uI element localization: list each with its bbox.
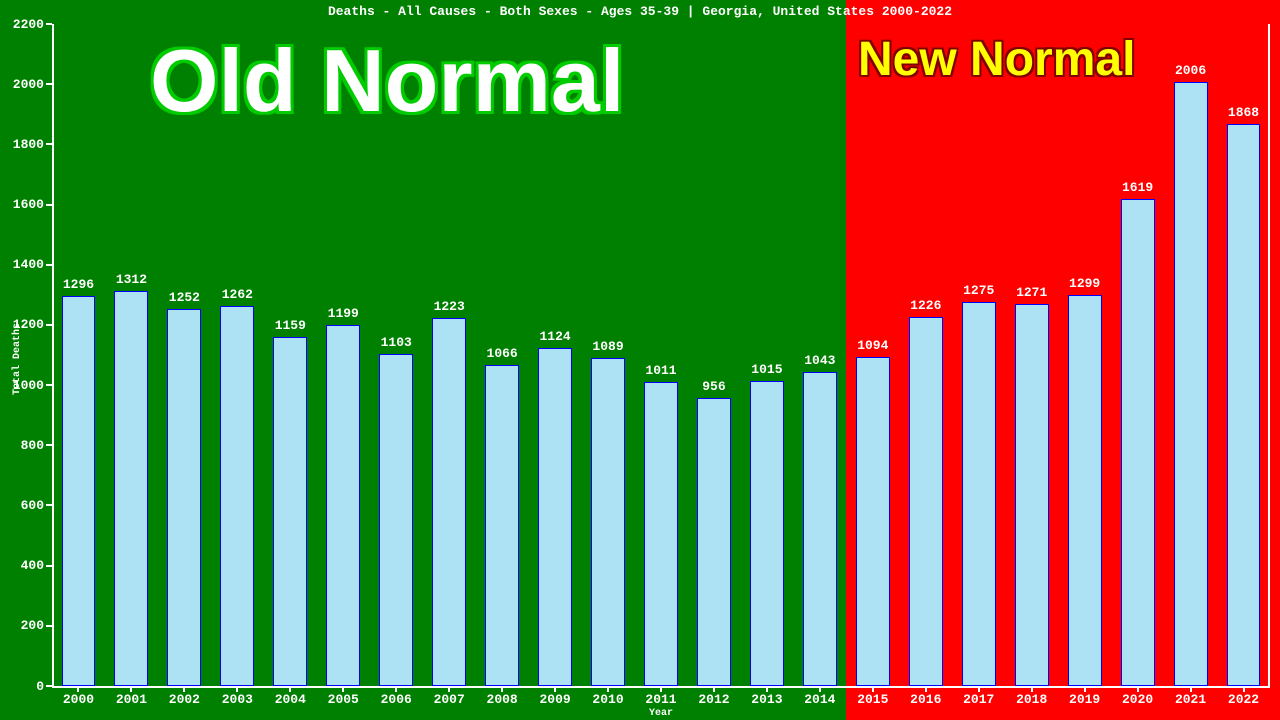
y-tick-mark (46, 204, 52, 206)
x-tick-label: 2006 (370, 692, 422, 707)
x-tick-label: 2013 (741, 692, 793, 707)
x-tick-label: 2016 (900, 692, 952, 707)
bar (856, 357, 890, 686)
y-tick-mark (46, 143, 52, 145)
x-tick-label: 2018 (1006, 692, 1058, 707)
bar (644, 382, 678, 686)
y-tick-label: 0 (36, 679, 44, 694)
bar (167, 309, 201, 686)
x-tick-label: 2000 (52, 692, 104, 707)
x-tick-label: 2014 (794, 692, 846, 707)
chart-title: Deaths - All Causes - Both Sexes - Ages … (0, 4, 1280, 19)
bar (62, 296, 96, 686)
bar-value-label: 1011 (631, 363, 691, 378)
bar-value-label: 1015 (737, 362, 797, 377)
bar-value-label: 1296 (48, 277, 108, 292)
bar-value-label: 2006 (1161, 63, 1221, 78)
bar (909, 317, 943, 686)
x-tick-label: 2003 (211, 692, 263, 707)
x-tick-label: 2011 (635, 692, 687, 707)
bar-value-label: 1252 (154, 290, 214, 305)
bar (538, 348, 572, 686)
x-tick-label: 2005 (317, 692, 369, 707)
y-tick-label: 600 (21, 498, 44, 513)
bar-value-label: 1299 (1055, 276, 1115, 291)
y-tick-label: 200 (21, 618, 44, 633)
bar-value-label: 1124 (525, 329, 585, 344)
bar-value-label: 1619 (1108, 180, 1168, 195)
bar (432, 318, 466, 686)
x-tick-label: 2008 (476, 692, 528, 707)
x-tick-label: 2007 (423, 692, 475, 707)
x-tick-label: 2020 (1112, 692, 1164, 707)
y-tick-label: 400 (21, 558, 44, 573)
y-axis-label: Total Deaths (12, 323, 23, 395)
y-tick-mark (46, 324, 52, 326)
bar (1068, 295, 1102, 686)
y-tick-mark (46, 384, 52, 386)
y-axis-left (52, 24, 54, 686)
y-tick-mark (46, 264, 52, 266)
x-tick-label: 2019 (1059, 692, 1111, 707)
bar (485, 365, 519, 686)
bar (1174, 82, 1208, 686)
x-tick-label: 2022 (1218, 692, 1270, 707)
bar-value-label: 1271 (1002, 285, 1062, 300)
bar (1015, 304, 1049, 686)
y-tick-mark (46, 83, 52, 85)
y-tick-mark (46, 625, 52, 627)
bar (1121, 199, 1155, 686)
x-tick-label: 2017 (953, 692, 1005, 707)
x-tick-label: 2021 (1165, 692, 1217, 707)
chart-canvas: Deaths - All Causes - Both Sexes - Ages … (0, 0, 1280, 720)
bar (962, 302, 996, 686)
bar (114, 291, 148, 686)
bar-value-label: 1094 (843, 338, 903, 353)
bar-value-label: 1199 (313, 306, 373, 321)
y-tick-label: 1600 (13, 197, 44, 212)
bar (379, 354, 413, 686)
bar-value-label: 1066 (472, 346, 532, 361)
y-tick-label: 2000 (13, 77, 44, 92)
bar-value-label: 1159 (260, 318, 320, 333)
x-tick-label: 2015 (847, 692, 899, 707)
y-tick-label: 2200 (13, 17, 44, 32)
x-tick-label: 2002 (158, 692, 210, 707)
x-tick-label: 2009 (529, 692, 581, 707)
x-tick-label: 2004 (264, 692, 316, 707)
y-tick-label: 1800 (13, 137, 44, 152)
overlay-text: New Normal (858, 32, 1135, 87)
bar (803, 372, 837, 686)
bar-value-label: 1089 (578, 339, 638, 354)
bar-value-label: 1103 (366, 335, 426, 350)
bar-value-label: 1275 (949, 283, 1009, 298)
y-axis-right (1268, 24, 1270, 686)
y-tick-mark (46, 685, 52, 687)
y-tick-mark (46, 565, 52, 567)
bar-value-label: 956 (684, 379, 744, 394)
x-axis-label: Year (52, 708, 1270, 719)
y-tick-mark (46, 444, 52, 446)
bar-value-label: 1226 (896, 298, 956, 313)
bar-value-label: 1043 (790, 353, 850, 368)
bar (591, 358, 625, 686)
bar (697, 398, 731, 686)
x-tick-label: 2001 (105, 692, 157, 707)
bar (1227, 124, 1261, 686)
x-tick-label: 2012 (688, 692, 740, 707)
bar (326, 325, 360, 686)
bar-value-label: 1223 (419, 299, 479, 314)
overlay-text: Old Normal (150, 30, 624, 132)
y-tick-mark (46, 504, 52, 506)
bar-value-label: 1868 (1214, 105, 1274, 120)
y-tick-label: 800 (21, 438, 44, 453)
y-tick-label: 1400 (13, 257, 44, 272)
bar-value-label: 1312 (101, 272, 161, 287)
x-tick-label: 2010 (582, 692, 634, 707)
bar-value-label: 1262 (207, 287, 267, 302)
bar (750, 381, 784, 686)
y-tick-mark (46, 23, 52, 25)
bar (220, 306, 254, 686)
bar (273, 337, 307, 686)
